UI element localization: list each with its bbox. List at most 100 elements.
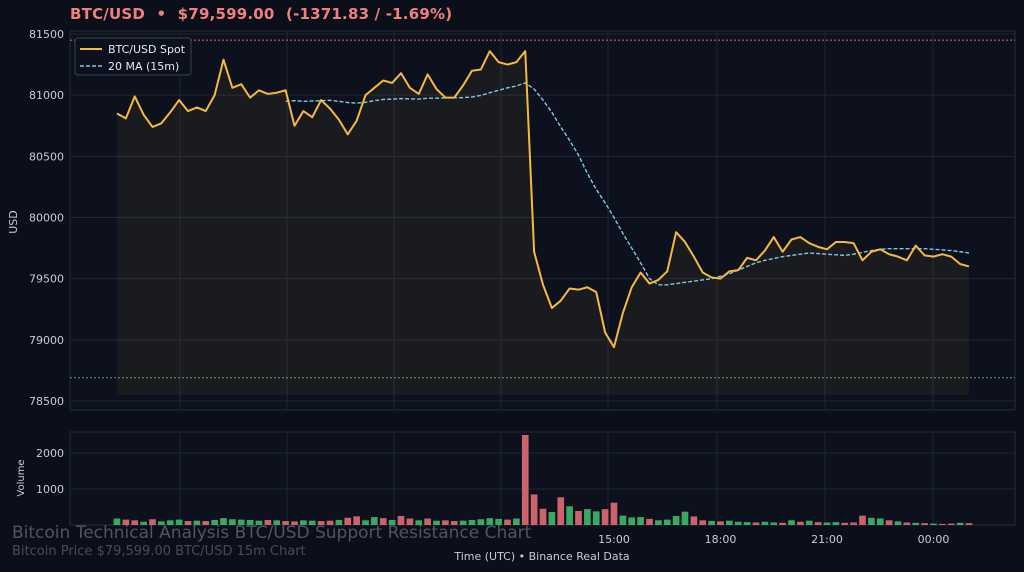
volume-bar xyxy=(717,521,724,525)
volume-bar xyxy=(193,520,201,525)
volume-bar xyxy=(530,494,538,525)
y-tick-label: 80500 xyxy=(29,150,64,163)
volume-bar xyxy=(122,519,130,525)
x-tick-label: 18:00 xyxy=(705,533,737,546)
volume-bar xyxy=(291,521,298,525)
volume-bar xyxy=(734,521,742,525)
volume-bar xyxy=(663,519,671,525)
y-tick-label: 81500 xyxy=(29,28,64,41)
y-tick-label: 79000 xyxy=(29,334,64,347)
volume-bar xyxy=(202,521,210,525)
y-axis-label: USD xyxy=(7,210,20,234)
volume-bar xyxy=(672,516,680,525)
overlay-title: Bitcoin Technical Analysis BTC/USD Suppo… xyxy=(12,523,532,543)
volume-bar xyxy=(823,522,831,525)
volume-bar xyxy=(175,519,183,525)
current-price: $79,599.00 xyxy=(177,5,275,23)
volume-bar xyxy=(513,518,520,525)
legend-label-price: BTC/USD Spot xyxy=(108,43,186,56)
volume-bar xyxy=(850,522,857,525)
volume-tick-label: 1000 xyxy=(36,483,64,496)
volume-bar xyxy=(450,521,458,525)
y-tick-label: 79500 xyxy=(29,273,64,286)
volume-bar xyxy=(459,520,467,525)
volume-bar xyxy=(424,518,431,525)
volume-bar xyxy=(504,519,511,525)
volume-bar xyxy=(406,518,414,525)
volume-tick-label: 2000 xyxy=(36,447,64,460)
price-header: BTC/USD • $79,599.00 (-1371.83 / -1.69%) xyxy=(70,5,452,23)
volume-bar xyxy=(912,522,920,525)
volume-bar xyxy=(521,435,529,525)
volume-bar xyxy=(770,522,778,525)
volume-bar xyxy=(628,517,636,525)
x-tick-label: 15:00 xyxy=(598,533,630,546)
volume-bar xyxy=(211,519,218,525)
volume-bar xyxy=(229,519,236,525)
volume-bar xyxy=(415,520,423,525)
volume-bar xyxy=(379,518,387,525)
ma-line xyxy=(285,82,970,286)
volume-bar xyxy=(158,521,165,525)
volume-bar xyxy=(220,518,227,525)
volume-bar xyxy=(548,512,556,525)
volume-bar xyxy=(761,521,769,525)
volume-bar xyxy=(655,520,662,525)
y-tick-label: 80000 xyxy=(29,212,64,225)
volume-bar xyxy=(965,523,973,525)
volume-bar xyxy=(264,519,272,525)
volume-bar xyxy=(752,522,760,525)
volume-bar xyxy=(353,516,360,525)
volume-bar xyxy=(468,519,476,525)
y-tick-label: 81000 xyxy=(29,89,64,102)
y-tick-label: 78500 xyxy=(29,395,64,408)
volume-bar xyxy=(300,520,307,525)
volume-bar xyxy=(956,522,964,525)
volume-bar xyxy=(779,522,786,525)
volume-bar xyxy=(308,520,316,525)
legend-label-ma: 20 MA (15m) xyxy=(108,60,179,73)
volume-bar xyxy=(681,511,689,525)
x-tick-label: 00:00 xyxy=(918,533,950,546)
volume-axis-label: Volume xyxy=(16,459,27,496)
volume-bar xyxy=(947,523,955,525)
volume-bar xyxy=(184,521,192,525)
volume-bar xyxy=(690,516,698,525)
volume-bar xyxy=(921,523,928,525)
volume-bar xyxy=(246,519,254,525)
volume-bar xyxy=(708,521,715,525)
volume-bar xyxy=(273,520,281,525)
volume-bar xyxy=(868,517,875,525)
price-change: (-1371.83 / -1.69%) xyxy=(286,5,453,23)
volume-bar xyxy=(166,520,174,525)
symbol-label: BTC/USD xyxy=(70,5,145,23)
volume-bar xyxy=(477,519,485,525)
volume-bar xyxy=(699,520,707,525)
volume-bar xyxy=(255,520,263,525)
volume-bar xyxy=(397,516,405,525)
volume-bar xyxy=(592,511,600,525)
volume-bar xyxy=(797,521,804,525)
volume-bar xyxy=(326,520,334,525)
price-panel xyxy=(69,30,1016,411)
volume-bar xyxy=(619,515,627,525)
volume-bar xyxy=(388,519,396,525)
volume-bar xyxy=(939,523,946,525)
volume-bar xyxy=(726,520,733,525)
volume-bar xyxy=(841,522,849,525)
volume-bar xyxy=(743,522,751,525)
legend-box xyxy=(74,37,192,76)
volume-bar xyxy=(637,517,644,525)
price-area-fill xyxy=(117,51,969,395)
volume-bar xyxy=(433,520,440,525)
legend: BTC/USD Spot 20 MA (15m) xyxy=(74,37,192,76)
volume-bar xyxy=(335,519,343,525)
volume-bar xyxy=(371,517,378,525)
volume-bar xyxy=(930,523,937,525)
volume-bar xyxy=(495,518,502,525)
volume-bar xyxy=(584,509,591,525)
volume-bar xyxy=(601,509,609,525)
volume-bar xyxy=(575,510,582,525)
volume-bar xyxy=(557,497,565,525)
